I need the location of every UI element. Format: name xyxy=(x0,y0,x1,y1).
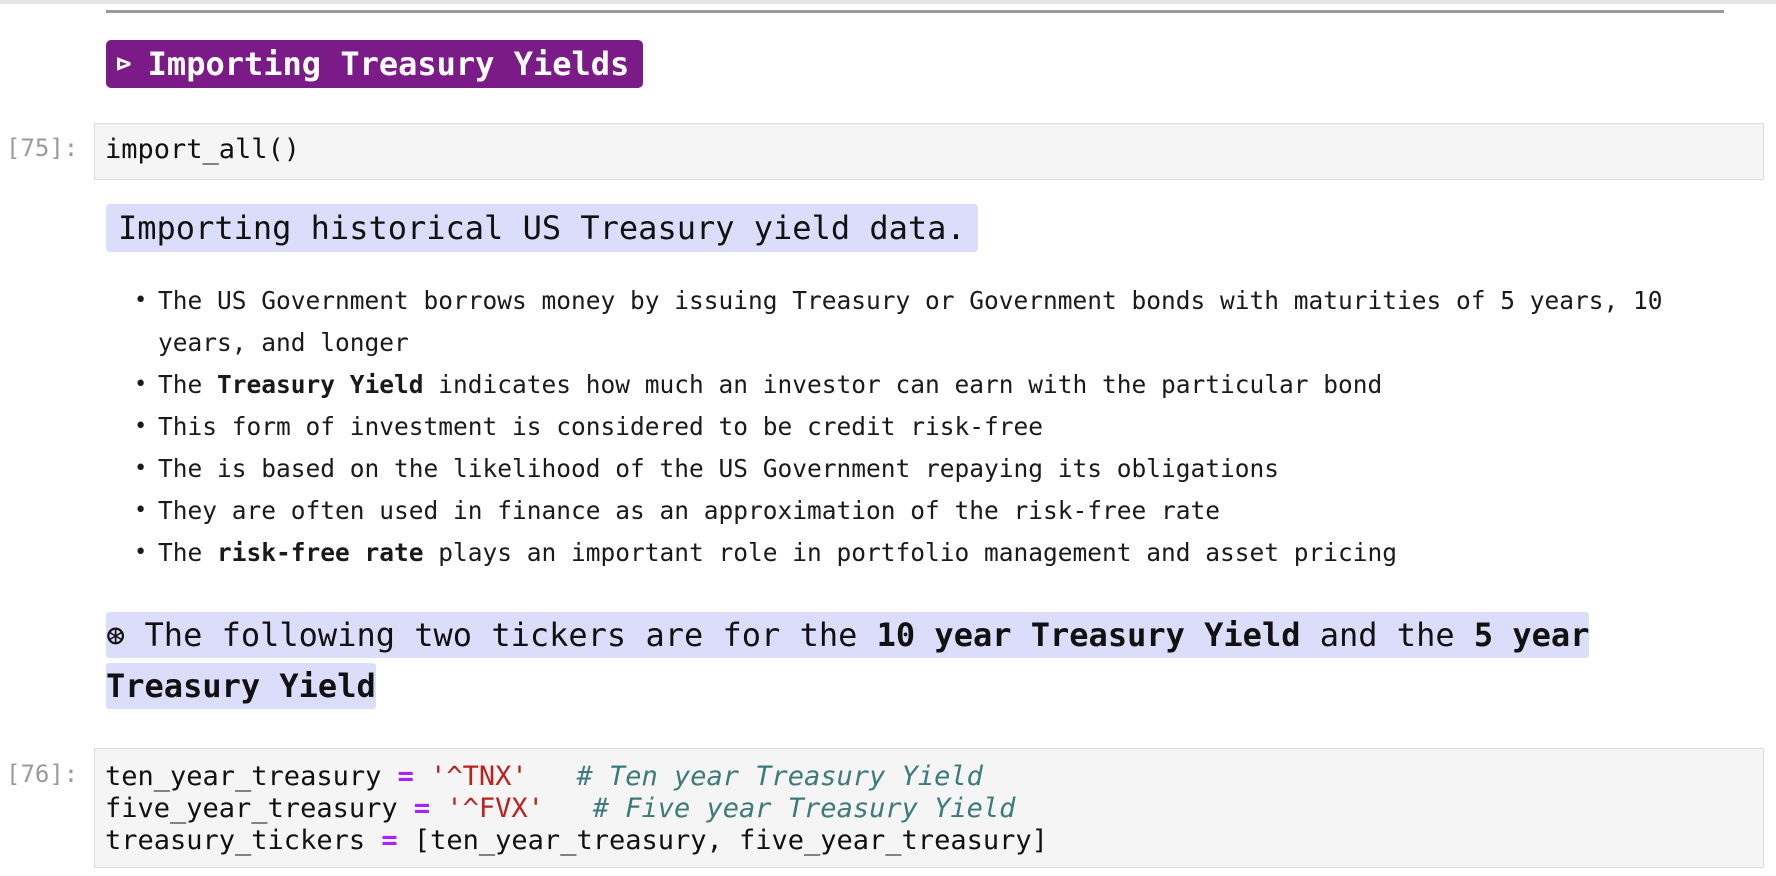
list-item: The Treasury Yield indicates how much an… xyxy=(134,364,1744,406)
list-item: They are often used in finance as an app… xyxy=(134,490,1744,532)
triangle-pointer-icon: ⊳ xyxy=(116,49,132,79)
list-item-bold: Treasury Yield xyxy=(217,370,424,399)
cell-prompt-76: [76]: xyxy=(6,760,79,788)
code-cell-treasury-tickers[interactable]: ten_year_treasury = '^TNX' # Ten year Tr… xyxy=(94,748,1764,868)
note-text: and the xyxy=(1300,616,1474,654)
code-line: import_all() xyxy=(105,134,301,165)
note-bold-five-year: 5 year Treasury Yield xyxy=(106,616,1590,705)
markdown-highlighted-header: Importing historical US Treasury yield d… xyxy=(106,204,978,252)
list-item: The US Government borrows money by issui… xyxy=(134,280,1744,364)
section-heading: ⊳ Importing Treasury Yields xyxy=(106,40,644,88)
code-line: ten_year_treasury = '^TNX' # Ten year Tr… xyxy=(105,761,983,792)
list-item: This form of investment is considered to… xyxy=(134,406,1744,448)
list-item-text: The xyxy=(158,370,218,399)
list-item: The is based on the likelihood of the US… xyxy=(134,448,1744,490)
list-item-bold: risk-free rate xyxy=(217,538,424,567)
list-item-text: This form of investment is considered to… xyxy=(158,412,1044,441)
horizontal-rule xyxy=(106,10,1724,13)
list-item-text: The is based on the likelihood of the US… xyxy=(158,454,1280,483)
list-item-text: The US Government borrows money by issui… xyxy=(158,286,1663,357)
note-text: The following two tickers are for the xyxy=(125,616,877,654)
cell-prompt-75: [75]: xyxy=(6,134,79,162)
list-item-text: plays an important role in portfolio man… xyxy=(423,538,1398,567)
code-line: five_year_treasury = '^FVX' # Five year … xyxy=(105,793,1016,824)
code-line: treasury_tickers = [ten_year_treasury, f… xyxy=(105,825,1048,856)
sparkle-icon: ⊛ xyxy=(106,616,126,654)
list-item-text: They are often used in finance as an app… xyxy=(158,496,1221,525)
list-item-text: indicates how much an investor can earn … xyxy=(423,370,1383,399)
bullet-list: The US Government borrows money by issui… xyxy=(134,280,1744,574)
top-border xyxy=(0,0,1776,4)
list-item: The risk-free rate plays an important ro… xyxy=(134,532,1744,574)
code-cell-import-all[interactable]: import_all() xyxy=(94,123,1764,180)
note-bold-ten-year: 10 year Treasury Yield xyxy=(876,616,1301,654)
ticker-note: ⊛ The following two tickers are for the … xyxy=(106,610,1626,712)
section-heading-text: Importing Treasury Yields xyxy=(147,45,630,83)
list-item-text: The xyxy=(158,538,218,567)
